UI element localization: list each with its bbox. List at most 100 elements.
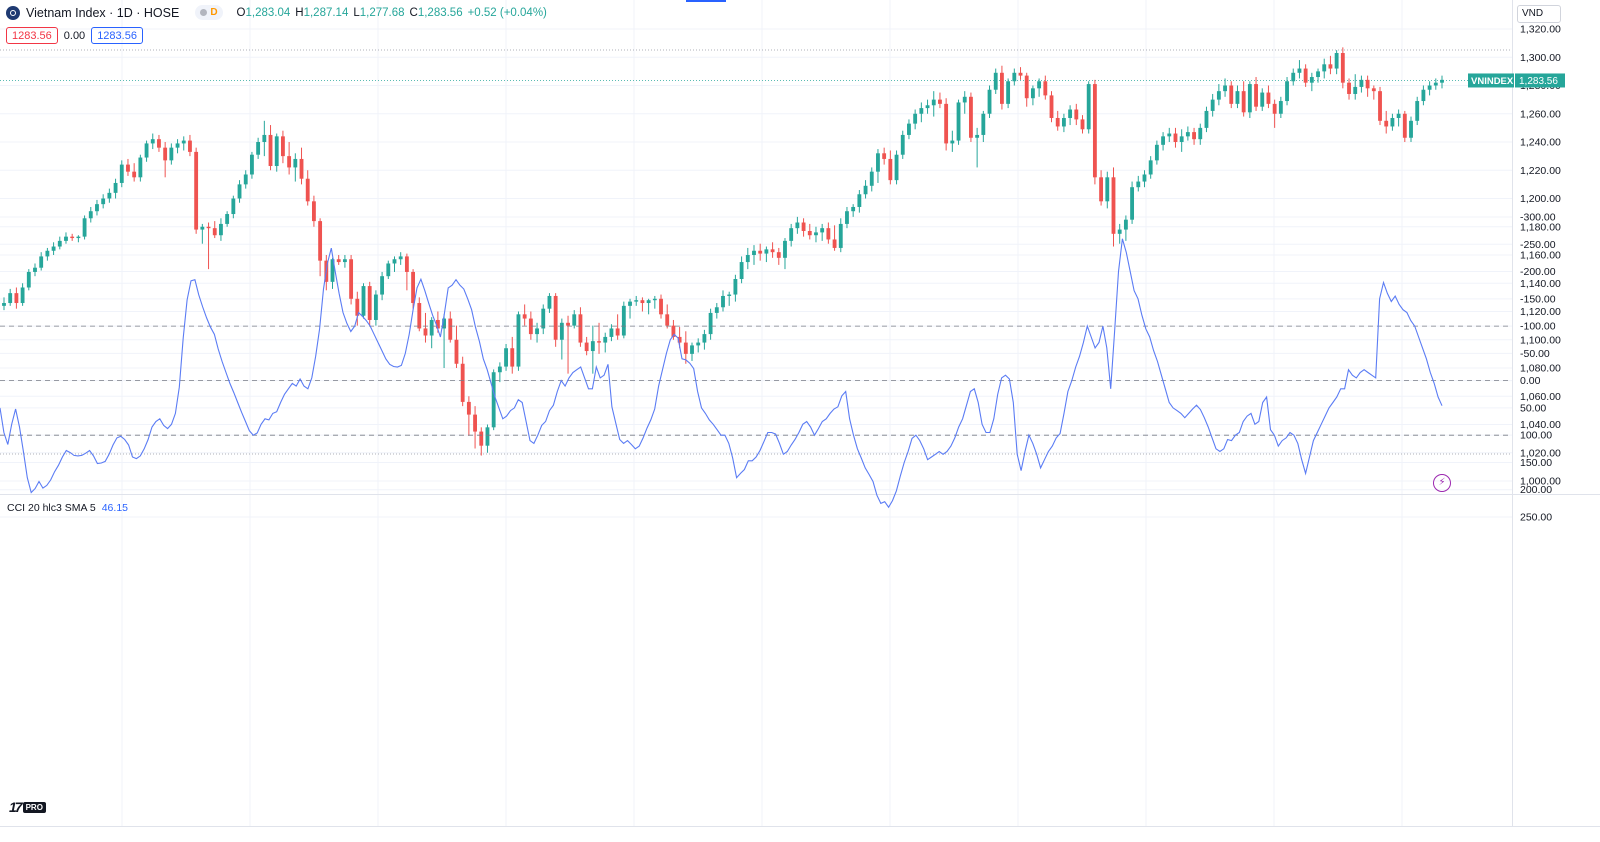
candle-body (671, 325, 676, 337)
candle-body (522, 314, 527, 319)
candle-body (64, 236, 68, 241)
candle-body (157, 139, 161, 148)
currency-selector[interactable]: VND (1517, 5, 1561, 23)
candle-body (789, 228, 794, 241)
candle-body (349, 259, 354, 299)
status-dot-icon (200, 9, 208, 16)
candle-body (1427, 85, 1432, 90)
candle-body (795, 222, 800, 229)
symbol-legend: Vietnam Index · 1D · HOSE D O1,283.04 H1… (6, 5, 547, 20)
ohlc-low: L1,277.68 (353, 6, 405, 19)
candle-body (411, 271, 416, 304)
price-axis-label: 1,240.00 (1520, 137, 1561, 149)
candle-body (1210, 99, 1215, 111)
market-status-badge[interactable]: D (195, 5, 223, 20)
candle-body (392, 259, 397, 264)
spread-value: 0.00 (63, 29, 86, 42)
candle-body (39, 256, 44, 268)
candle-body (919, 108, 924, 114)
candle-body (206, 226, 211, 229)
candle-body (770, 249, 775, 253)
candle-body (621, 305, 626, 336)
candle-body (838, 223, 843, 248)
candle-body (665, 314, 670, 326)
candle-body (597, 341, 601, 343)
ohlc-change: +0.52 (+0.04%) (467, 6, 547, 19)
candle-body (1266, 92, 1271, 104)
candle-body (504, 348, 508, 367)
candle-body (138, 157, 143, 178)
symbol-title[interactable]: Vietnam Index · 1D · HOSE (26, 5, 180, 20)
cci-axis-label: 100.00 (1520, 430, 1552, 442)
buy-button[interactable]: 1283.56 (91, 27, 143, 44)
candle-body (981, 113, 986, 135)
candle-body (225, 214, 230, 224)
candle-body (745, 255, 750, 263)
cci-axis-label: -200.00 (1520, 266, 1556, 278)
tradingview-logo[interactable]: 17 PRO (9, 799, 46, 815)
candle-body (1402, 113, 1407, 138)
candle-body (1049, 95, 1054, 118)
candle-body (559, 322, 564, 340)
candle-body (1024, 75, 1029, 99)
candle-body (683, 342, 688, 354)
candle-body (1347, 82, 1351, 94)
candle-body (398, 256, 403, 260)
candle-body (1030, 88, 1035, 99)
interval-badge: D (210, 7, 218, 18)
candle-body (237, 184, 242, 199)
candle-body (1223, 85, 1227, 92)
ohlc-high: H1,287.14 (295, 6, 349, 19)
candle-body (1204, 110, 1209, 128)
candle-body (553, 295, 558, 340)
candle-body (541, 308, 546, 329)
candle-body (14, 293, 19, 304)
candle-body (1006, 81, 1011, 104)
candle-body (262, 134, 267, 142)
candle-body (696, 342, 701, 346)
candle-body (1353, 86, 1358, 94)
candle-body (386, 263, 391, 277)
candle-body (423, 328, 428, 336)
candle-body (1099, 177, 1104, 202)
sell-button[interactable]: 1283.56 (6, 27, 58, 44)
candle-body (200, 226, 205, 230)
candle-body (1297, 68, 1302, 73)
candle-body (45, 250, 50, 257)
candle-body (1359, 79, 1364, 87)
candle-body (938, 99, 942, 104)
candle-body (677, 336, 682, 343)
candle-body (1303, 68, 1308, 83)
candle-body (566, 322, 570, 326)
cci-axis-label: -100.00 (1520, 321, 1556, 333)
candle-body (1123, 219, 1128, 230)
candle-body (869, 171, 874, 186)
candle-body (212, 228, 217, 236)
candle-body (26, 271, 31, 288)
price-axis-label: 1,300.00 (1520, 52, 1561, 64)
candle-body (956, 102, 961, 141)
candle-body (925, 105, 930, 109)
candle-body (88, 211, 93, 219)
lightning-icon[interactable]: ⚡ (1433, 474, 1451, 492)
candle-body (1254, 84, 1258, 107)
candle-body (603, 336, 608, 343)
candle-body (57, 240, 62, 247)
candle-body (1136, 181, 1141, 188)
candle-body (1161, 136, 1165, 145)
indicator-name[interactable]: CCI 20 hlc3 SMA 5 (7, 502, 96, 514)
cci-axis-label: 50.00 (1520, 402, 1546, 414)
candle-body (1179, 136, 1184, 142)
candle-body (1433, 82, 1438, 86)
candle-body (243, 174, 248, 185)
price-tag-symbol (1468, 73, 1514, 88)
candle-body (845, 211, 849, 224)
candle-body (460, 363, 465, 402)
candle-body (708, 312, 713, 335)
cci-axis-label: -150.00 (1520, 293, 1556, 305)
candle-body (1229, 85, 1234, 104)
candle-body (404, 256, 409, 272)
candle-body (1272, 103, 1277, 114)
candle-body (1247, 84, 1252, 113)
